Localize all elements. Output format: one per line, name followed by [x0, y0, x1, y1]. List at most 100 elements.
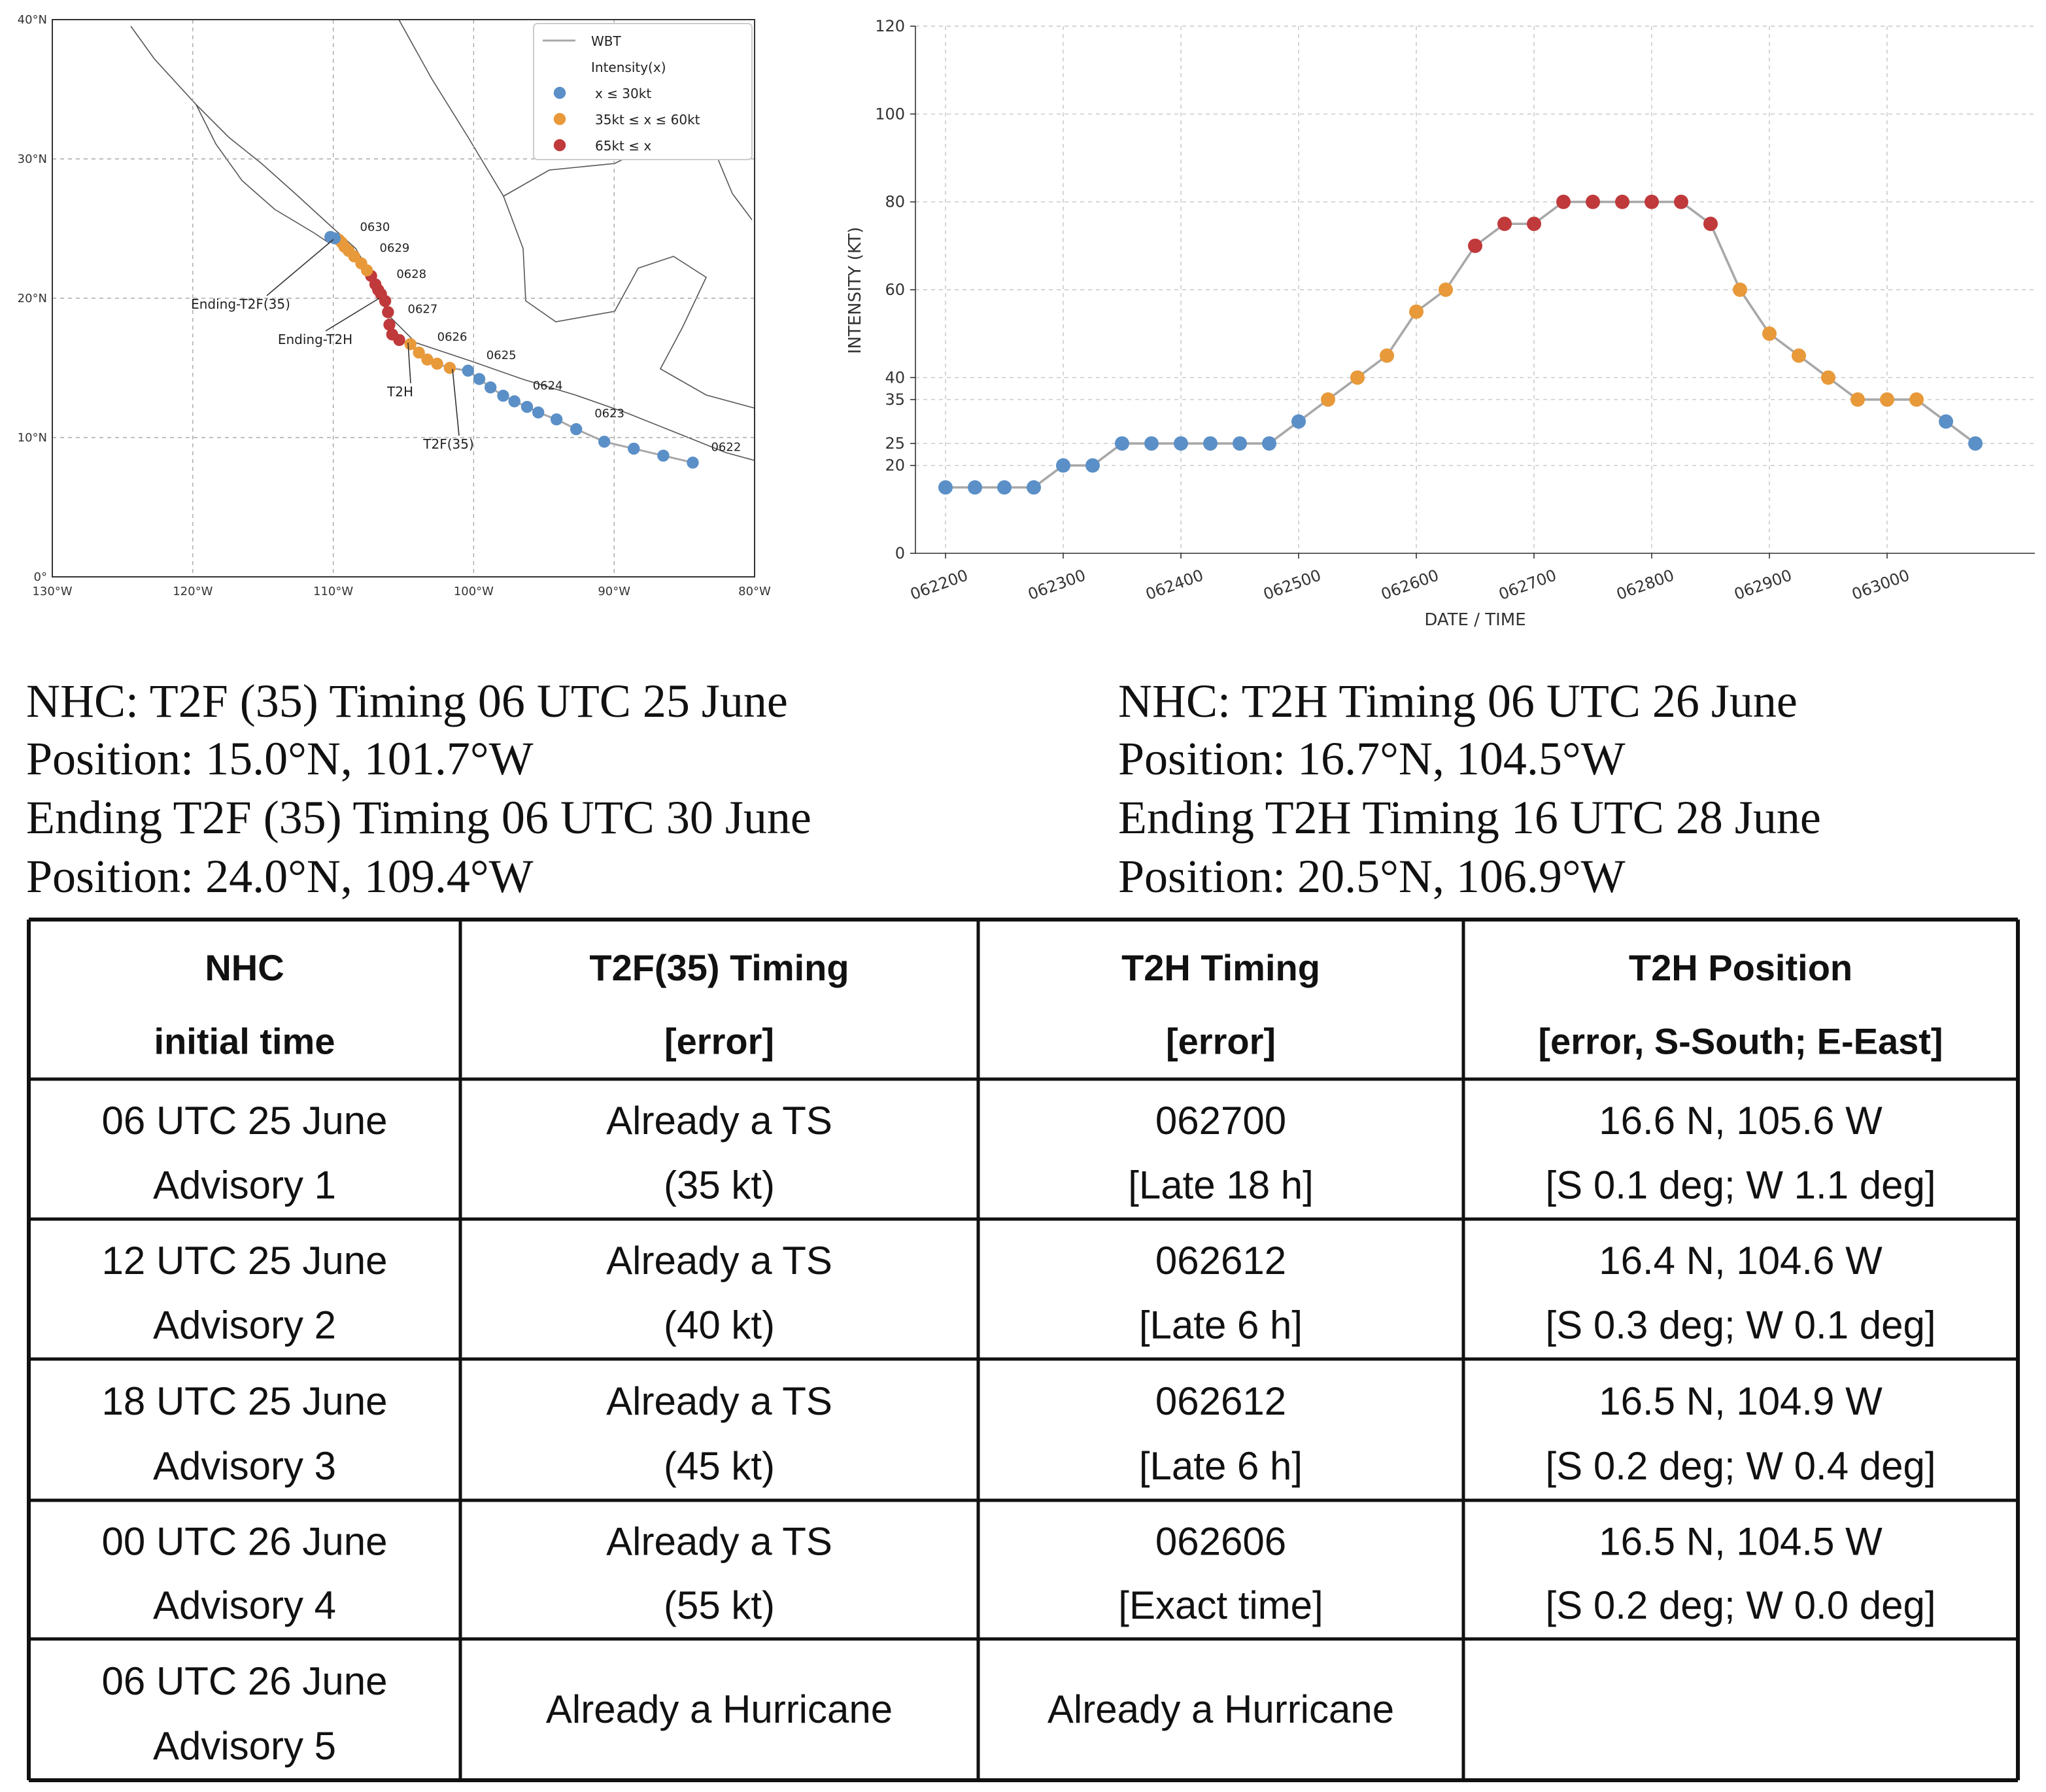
table-header-text: T2H Timing	[1121, 947, 1320, 988]
y-tick-label: 25	[885, 434, 905, 453]
intensity-point	[1527, 216, 1541, 232]
summary-line: Position: 24.0°N, 109.4°W	[26, 850, 534, 903]
track-point	[404, 338, 417, 351]
day-label: 0628	[396, 267, 426, 281]
y-tick-label: 20	[885, 457, 905, 475]
track-point	[687, 457, 699, 469]
table-header-text: [error]	[664, 1020, 774, 1061]
intensity-point	[1350, 370, 1365, 385]
track-point	[473, 373, 486, 385]
track-point	[497, 389, 509, 402]
x-tick-label: 062300	[1025, 566, 1088, 604]
track-point	[413, 346, 425, 359]
annotation: T2H	[386, 384, 413, 400]
x-axis-label: DATE / TIME	[1424, 610, 1526, 630]
legend-label: 35kt ≤ x ≤ 60kt	[595, 112, 700, 128]
day-label: 0623	[594, 407, 624, 421]
summary-line: Ending T2H Timing 16 UTC 28 June	[1118, 791, 1821, 844]
legend-swatch	[553, 139, 566, 152]
table-cell-text: 00 UTC 26 June	[102, 1520, 388, 1564]
table-cell-text: [Late 6 h]	[1139, 1444, 1303, 1488]
intensity-point	[1174, 436, 1188, 451]
intensity-point	[1645, 194, 1659, 209]
intensity-point	[1733, 283, 1747, 297]
intensity-point	[1409, 304, 1424, 319]
table-cell-text: 12 UTC 25 June	[102, 1239, 388, 1283]
table-cell-text: Already a TS	[606, 1239, 832, 1283]
track-point	[443, 362, 456, 374]
track-point	[386, 328, 399, 341]
intensity-point	[1615, 194, 1629, 209]
track-point	[421, 353, 434, 366]
summary-line: Ending T2F (35) Timing 06 UTC 30 June	[26, 791, 811, 844]
x-tick-label: 062200	[908, 566, 970, 604]
y-tick-label: 0°	[34, 570, 47, 584]
intensity-point	[1762, 326, 1777, 341]
table-header-text: T2F(35) Timing	[589, 947, 849, 988]
table-cell-text: 062700	[1155, 1099, 1286, 1143]
legend-label: x ≤ 30kt	[595, 86, 651, 101]
intensity-point	[1556, 194, 1571, 209]
intensity-line	[946, 200, 1977, 489]
table-cell-text: 062606	[1155, 1520, 1286, 1564]
track-point	[520, 400, 534, 413]
table-cell-text: 062612	[1155, 1239, 1286, 1283]
table-cell-text: (35 kt)	[664, 1163, 775, 1207]
intensity-point	[1674, 194, 1688, 209]
intensity-point	[1968, 436, 1983, 451]
coastline	[398, 19, 755, 409]
track-point	[382, 306, 394, 319]
y-tick-label: 35	[885, 390, 905, 409]
legend-swatch	[553, 86, 566, 99]
intensity-point	[1262, 436, 1276, 451]
table-cell-text: [S 0.2 deg; W 0.0 deg]	[1545, 1583, 1935, 1627]
intensity-point	[968, 480, 982, 495]
x-tick-label: 062700	[1496, 566, 1559, 604]
track-point	[628, 442, 640, 455]
intensity-point	[1085, 458, 1100, 473]
intensity-point	[1439, 283, 1453, 297]
summary-line: Position: 15.0°N, 101.7°W	[26, 732, 534, 785]
annotation: Ending-T2H	[278, 332, 352, 347]
table-cell-text: [S 0.2 deg; W 0.4 deg]	[1545, 1444, 1935, 1488]
y-tick-label: 100	[875, 105, 905, 123]
intensity-point	[1703, 216, 1718, 232]
table-cell-text: (55 kt)	[664, 1583, 775, 1627]
table-header-text: T2H Position	[1629, 947, 1852, 988]
table-cell-text: [S 0.1 deg; W 1.1 deg]	[1545, 1163, 1935, 1207]
intensity-point	[1880, 392, 1894, 407]
table-header-text: NHC	[205, 947, 284, 988]
annotation-arrow	[452, 368, 460, 436]
day-label: 0625	[486, 349, 517, 362]
table-cell-text: 16.5 N, 104.9 W	[1599, 1379, 1883, 1423]
track-point	[431, 357, 443, 370]
intensity-point	[997, 480, 1012, 495]
coastline	[196, 104, 330, 244]
summary-line: Position: 16.7°N, 104.5°W	[1118, 732, 1626, 785]
table-cell-text: [Exact time]	[1118, 1583, 1323, 1627]
track-point	[484, 381, 497, 394]
annotation: T2F(35)	[422, 436, 474, 452]
table-cell-text: Advisory 1	[153, 1163, 336, 1207]
intensity-point	[1203, 436, 1218, 451]
intensity-point	[1850, 392, 1865, 407]
intensity-point	[1468, 238, 1482, 253]
table-cell-text: Advisory 4	[153, 1583, 336, 1627]
table-cell-text: 06 UTC 26 June	[102, 1659, 388, 1703]
table-cell-text: [Late 6 h]	[1139, 1303, 1303, 1347]
y-tick-label: 40	[885, 368, 905, 387]
table-header-text: [error, S-South; E-East]	[1538, 1020, 1943, 1061]
table-cell-text: Advisory 5	[153, 1724, 336, 1768]
table-cell-text: Already a TS	[606, 1520, 832, 1564]
table-cell-text: Advisory 2	[153, 1303, 336, 1347]
x-tick-label: 062900	[1731, 566, 1794, 604]
annotation-arrow	[407, 342, 411, 384]
table-cell-text: (40 kt)	[664, 1303, 775, 1347]
y-tick-label: 40°N	[18, 13, 47, 27]
y-tick-label: 60	[885, 281, 905, 299]
x-tick-label: 80°W	[738, 585, 771, 598]
x-tick-label: 120°W	[173, 585, 213, 598]
intensity-point	[1909, 392, 1924, 407]
